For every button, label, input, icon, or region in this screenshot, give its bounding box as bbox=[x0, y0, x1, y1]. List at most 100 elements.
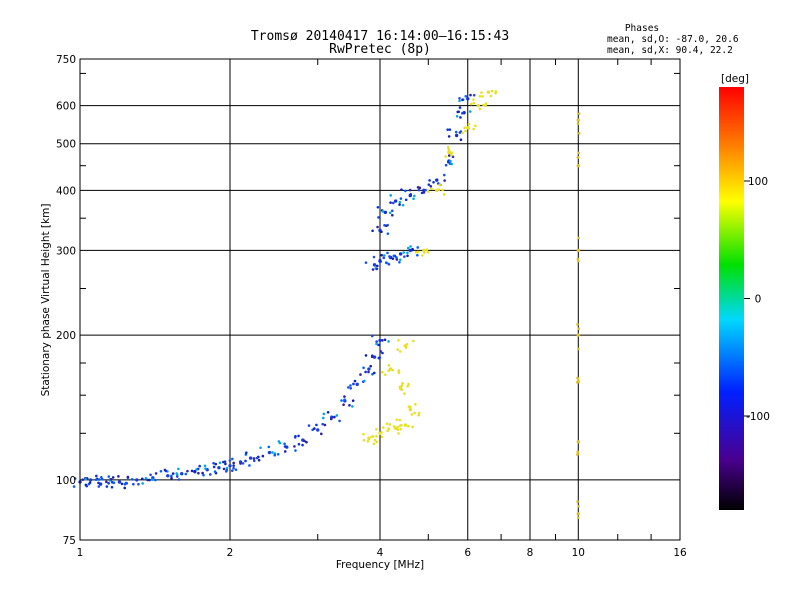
data-point bbox=[576, 333, 580, 337]
data-point bbox=[464, 94, 468, 98]
data-point bbox=[340, 399, 343, 402]
data-point bbox=[146, 478, 149, 482]
data-point bbox=[467, 127, 471, 130]
data-point bbox=[406, 246, 410, 250]
data-points bbox=[72, 89, 581, 520]
data-point bbox=[326, 411, 330, 414]
data-point bbox=[426, 189, 430, 193]
data-point bbox=[380, 253, 384, 257]
data-point bbox=[456, 110, 460, 114]
data-point bbox=[72, 485, 76, 488]
data-point bbox=[303, 439, 306, 443]
data-point bbox=[193, 469, 197, 473]
y-tick-label: 400 bbox=[56, 185, 76, 197]
data-point bbox=[373, 438, 377, 442]
data-point bbox=[397, 369, 401, 372]
data-point bbox=[377, 216, 380, 219]
data-point bbox=[576, 500, 579, 503]
data-point bbox=[342, 403, 345, 407]
data-point bbox=[380, 431, 383, 434]
data-point bbox=[438, 183, 442, 187]
data-point bbox=[228, 459, 232, 462]
data-point bbox=[417, 413, 421, 417]
data-point bbox=[362, 432, 365, 436]
data-point bbox=[447, 135, 451, 138]
data-point bbox=[170, 474, 173, 478]
data-point bbox=[472, 98, 475, 101]
data-point bbox=[301, 443, 304, 447]
data-point bbox=[208, 473, 212, 476]
data-point bbox=[276, 453, 280, 456]
data-point bbox=[428, 179, 431, 182]
data-point bbox=[190, 469, 194, 473]
data-point bbox=[315, 423, 318, 427]
data-point bbox=[395, 418, 399, 421]
data-point bbox=[239, 462, 242, 465]
data-point bbox=[111, 476, 115, 479]
data-point bbox=[244, 459, 247, 463]
colorbar-tick-label: 0 bbox=[755, 294, 762, 306]
data-point bbox=[385, 422, 389, 426]
data-point bbox=[367, 367, 371, 371]
data-point bbox=[154, 478, 157, 482]
data-point bbox=[377, 343, 380, 347]
data-point bbox=[137, 482, 140, 486]
data-point bbox=[381, 210, 385, 213]
data-point bbox=[380, 230, 383, 234]
data-point bbox=[97, 485, 101, 488]
data-point bbox=[400, 188, 403, 191]
data-point bbox=[232, 464, 235, 467]
data-point bbox=[460, 111, 464, 115]
data-point bbox=[386, 232, 390, 235]
data-point bbox=[378, 338, 382, 343]
data-point bbox=[409, 405, 412, 409]
data-point bbox=[223, 460, 227, 463]
data-point bbox=[397, 371, 401, 374]
data-point bbox=[321, 416, 325, 420]
data-point bbox=[577, 151, 580, 155]
data-point bbox=[261, 454, 265, 458]
data-point bbox=[372, 355, 377, 359]
colorbar-tick-label: -100 bbox=[746, 411, 770, 423]
data-point bbox=[124, 481, 128, 485]
data-point bbox=[437, 188, 441, 191]
data-point bbox=[398, 385, 402, 389]
data-point bbox=[126, 475, 130, 479]
data-point bbox=[576, 323, 579, 326]
data-point bbox=[577, 236, 580, 240]
data-point bbox=[455, 114, 459, 118]
data-point bbox=[447, 160, 450, 164]
data-point bbox=[117, 475, 120, 478]
data-point bbox=[482, 103, 485, 107]
data-point bbox=[401, 203, 405, 207]
data-point bbox=[411, 248, 415, 252]
data-point bbox=[484, 102, 488, 105]
data-point bbox=[363, 379, 366, 383]
data-point bbox=[372, 371, 376, 375]
data-point bbox=[406, 251, 409, 255]
data-point bbox=[371, 435, 375, 438]
chart-title: Tromsø 20140417 16:14:00–16:15:43 bbox=[251, 29, 509, 44]
data-point bbox=[398, 418, 402, 422]
data-point bbox=[231, 457, 234, 461]
data-point bbox=[480, 91, 483, 94]
data-point bbox=[148, 478, 151, 482]
data-point bbox=[391, 213, 394, 217]
data-point bbox=[283, 445, 287, 448]
data-point bbox=[418, 186, 422, 190]
data-point bbox=[408, 188, 412, 192]
data-point bbox=[395, 258, 399, 261]
data-point bbox=[383, 210, 388, 215]
data-point bbox=[375, 342, 378, 346]
data-point bbox=[397, 432, 400, 435]
data-point bbox=[422, 191, 426, 194]
data-point bbox=[461, 98, 464, 102]
colorbar-label: [deg] bbox=[721, 73, 749, 85]
data-point bbox=[576, 257, 580, 261]
data-point bbox=[486, 90, 491, 94]
data-point bbox=[132, 482, 135, 486]
data-point bbox=[375, 427, 378, 431]
grid-lines bbox=[80, 59, 680, 540]
data-point bbox=[442, 173, 446, 177]
data-point bbox=[170, 476, 173, 480]
